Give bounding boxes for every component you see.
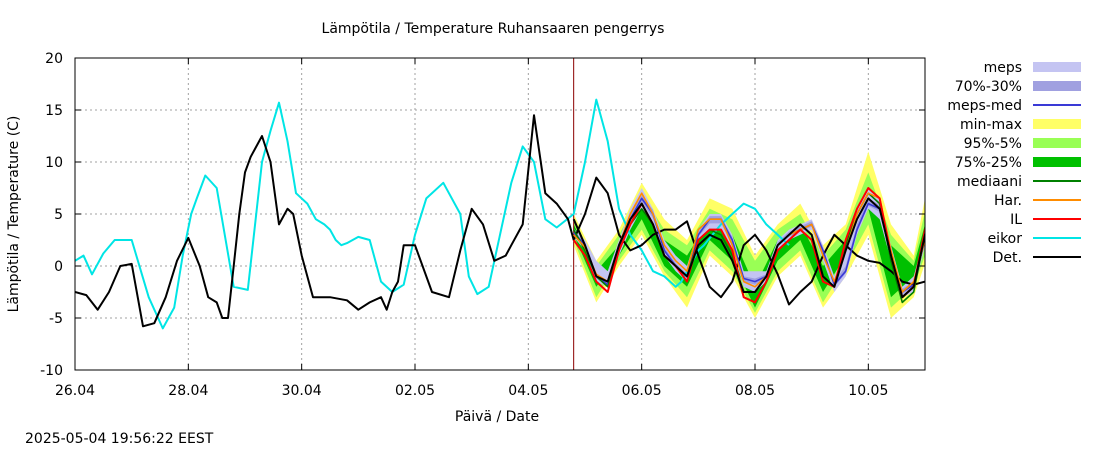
chart-title: Lämpötila / Temperature Ruhansaaren peng… [322,21,665,37]
legend-label-eikor: eikor [988,231,1023,247]
legend-label-p75_25: 75%-25% [955,155,1022,171]
x-axis-ticks: 26.04 28.04 30.04 02.05 04.05 06.05 08.05 10.05 [55,58,888,399]
legend-label-har: Har. [994,193,1022,209]
legend-label-meps_70_30: 70%-30% [955,79,1022,95]
x-tick-label: 30.04 [282,383,322,399]
y-tick-label: -10 [40,363,63,379]
y-axis-label: Lämpötila / Temperature (C) [6,116,22,313]
band-meps [573,188,925,298]
legend-swatch-meps_70_30 [1033,81,1081,91]
legend: meps 70%-30% meps-med min-max 95%-5% 75%-25% m… [947,60,1081,266]
legend-label-min_max: min-max [960,117,1022,133]
x-tick-label: 26.04 [55,383,95,399]
y-axis-ticks: -10 -5 0 5 10 15 20 [40,51,925,379]
legend-label-p95_5: 95%-5% [964,136,1022,152]
y-tick-label: -5 [49,311,63,327]
legend-label-meps_med: meps-med [947,98,1022,114]
legend-swatch-p95_5 [1033,138,1081,148]
x-tick-label: 02.05 [395,383,435,399]
legend-swatch-min_max [1033,119,1081,129]
x-tick-label: 10.05 [848,383,888,399]
y-tick-label: 20 [45,51,63,67]
legend-label-det: Det. [993,250,1022,266]
series-lines [75,58,925,370]
series-line-det [572,197,925,299]
y-tick-label: 0 [54,259,63,275]
legend-swatch-meps [1033,62,1081,72]
y-tick-label: 15 [45,103,63,119]
legend-label-meps: meps [984,60,1022,76]
legend-label-il: IL [1010,212,1022,228]
y-tick-label: 10 [45,155,63,171]
x-tick-label: 04.05 [508,383,548,399]
series-line-har [573,192,925,293]
grid [75,58,925,370]
x-axis-label: Päivä / Date [455,409,539,425]
legend-swatch-p75_25 [1033,157,1081,167]
x-tick-label: 06.05 [622,383,662,399]
timestamp: 2025-05-04 19:56:22 EEST [25,431,214,447]
x-tick-label: 28.04 [168,383,208,399]
legend-label-median: mediaani [957,174,1022,190]
y-tick-label: 5 [54,207,63,223]
x-tick-label: 08.05 [735,383,775,399]
